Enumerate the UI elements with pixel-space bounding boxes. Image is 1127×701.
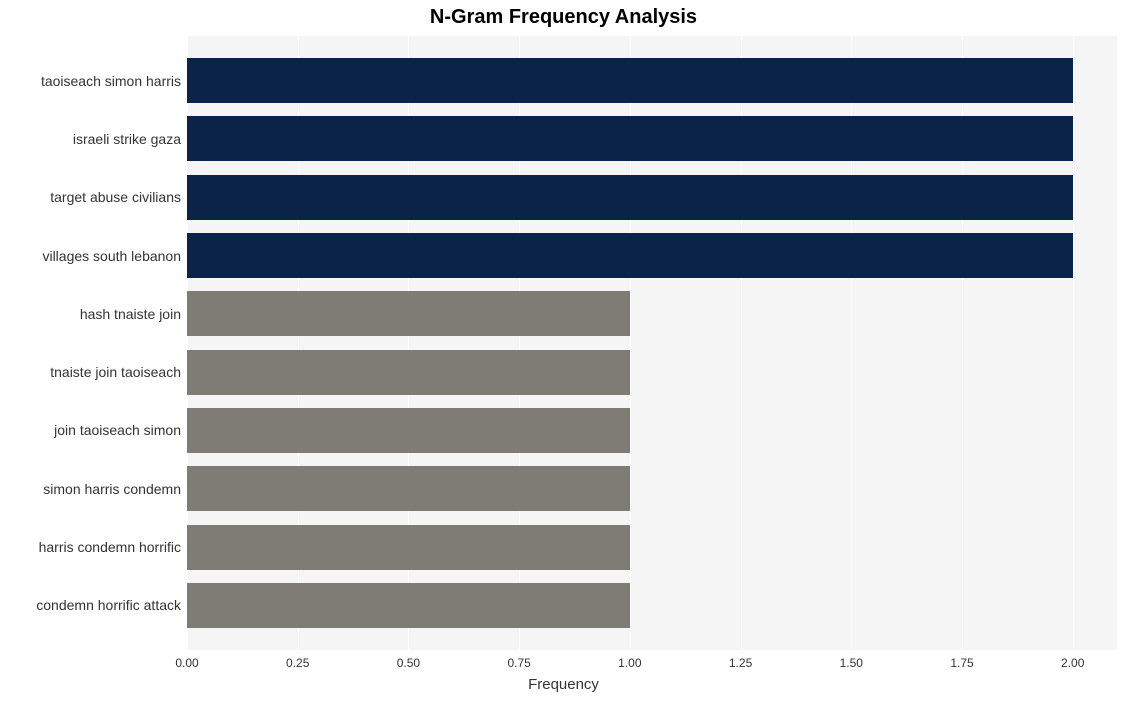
bar-fill [187,116,1073,161]
y-tick-label: taoiseach simon harris [0,73,181,89]
y-tick-label: condemn horrific attack [0,597,181,613]
bar-fill [187,466,630,511]
bar [187,466,630,511]
x-tick-label: 1.00 [618,656,641,670]
x-axis-label: Frequency [0,676,1127,693]
bar [187,350,630,395]
x-tick-label: 0.25 [286,656,309,670]
bar [187,408,630,453]
x-tick-label: 2.00 [1061,656,1084,670]
bar [187,233,1073,278]
bar [187,291,630,336]
bar [187,116,1073,161]
y-tick-label: villages south lebanon [0,248,181,264]
x-tick-label: 1.75 [950,656,973,670]
bar-fill [187,58,1073,103]
plot-area [187,36,1117,650]
bar-fill [187,233,1073,278]
bar-fill [187,291,630,336]
x-tick-label: 0.75 [507,656,530,670]
y-tick-label: join taoiseach simon [0,422,181,438]
ngram-chart: N-Gram Frequency Analysis Frequency 0.00… [0,0,1127,701]
y-tick-label: target abuse civilians [0,189,181,205]
bar-fill [187,583,630,628]
grid-line [1073,36,1074,650]
y-tick-label: simon harris condemn [0,481,181,497]
x-tick-label: 0.00 [175,656,198,670]
y-tick-label: hash tnaiste join [0,306,181,322]
x-tick-label: 0.50 [397,656,420,670]
y-tick-label: tnaiste join taoiseach [0,364,181,380]
bar [187,175,1073,220]
x-tick-label: 1.50 [840,656,863,670]
bar [187,583,630,628]
bar-fill [187,525,630,570]
bar-fill [187,175,1073,220]
y-tick-label: harris condemn horrific [0,539,181,555]
bar-fill [187,350,630,395]
y-tick-label: israeli strike gaza [0,131,181,147]
bar-fill [187,408,630,453]
x-tick-label: 1.25 [729,656,752,670]
bar [187,58,1073,103]
bar [187,525,630,570]
chart-title: N-Gram Frequency Analysis [0,6,1127,29]
